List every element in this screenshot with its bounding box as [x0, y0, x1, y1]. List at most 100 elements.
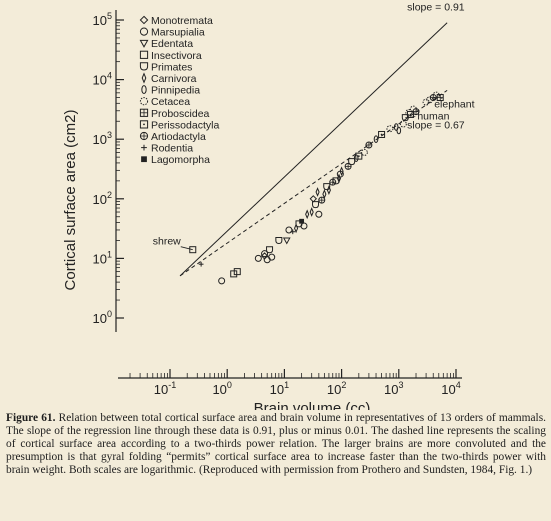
data-point — [309, 195, 318, 203]
data-point — [263, 256, 271, 264]
data-point — [282, 237, 291, 245]
annotation-label: human — [417, 111, 449, 123]
legend-marker — [139, 62, 149, 71]
data-point — [360, 148, 368, 156]
data-point — [295, 220, 303, 228]
figure-caption: Figure 61. Relation between total cortic… — [6, 412, 546, 477]
legend-marker — [141, 72, 147, 84]
legend-label: Carnivora — [151, 73, 197, 85]
regression-lines: slope = 0.91 slope = 0.67 — [179, 2, 465, 277]
legend-label: Proboscidea — [151, 108, 210, 120]
data-point — [305, 209, 310, 220]
data-point — [378, 130, 386, 138]
legend-marker — [139, 108, 149, 117]
annotation-leader — [180, 246, 193, 251]
legend-label: Insectivora — [151, 50, 202, 62]
legend-label: Pinnipedia — [151, 85, 200, 97]
legend-marker — [141, 144, 147, 151]
data-point — [399, 120, 407, 128]
legend-marker — [141, 156, 147, 163]
legend-label: Perissodactyla — [151, 119, 219, 131]
data-point — [396, 126, 402, 135]
annotation-leader — [440, 97, 443, 99]
legend-label: Edentata — [151, 38, 193, 50]
data-point — [268, 253, 276, 261]
x-tick-label: 104 — [441, 380, 460, 397]
y-tick-label: 102 — [93, 190, 112, 207]
data-point — [365, 141, 373, 149]
x-tick-label: 102 — [327, 380, 346, 397]
legend-marker — [141, 85, 147, 95]
data-point — [309, 207, 314, 217]
data-point — [198, 261, 204, 267]
y-tick-label: 105 — [93, 11, 112, 28]
legend-label: Cetacea — [151, 96, 190, 108]
data-point — [412, 108, 420, 116]
legend-label: Artiodactyla — [151, 131, 206, 143]
y-tick-label: 104 — [93, 71, 112, 88]
legend-label: Primates — [151, 61, 192, 73]
data-point — [189, 246, 197, 254]
data-point — [432, 91, 440, 99]
data-point — [233, 268, 241, 276]
data-point — [355, 152, 363, 160]
legend-marker — [139, 27, 149, 36]
legend-marker — [139, 97, 149, 106]
data-point — [405, 109, 413, 117]
annotation-leader — [405, 116, 416, 119]
data-point — [315, 187, 320, 197]
data-point — [266, 246, 274, 254]
data-point — [290, 229, 296, 235]
x-tick-label: 10-1 — [154, 380, 176, 397]
line-label: slope = 0.67 — [407, 119, 465, 131]
data-point — [401, 114, 409, 122]
legend-label: Monotremata — [151, 15, 213, 27]
line-label: slope = 0.91 — [407, 2, 465, 14]
dashed-line — [179, 89, 448, 277]
regression-line — [179, 22, 448, 277]
data-point — [312, 201, 320, 209]
legend: MonotremataMarsupialiaEdentataInsectivor… — [139, 15, 219, 166]
data-point — [285, 226, 293, 234]
legend-marker — [139, 120, 149, 129]
legend-marker — [139, 50, 149, 59]
legend-label: Rodentia — [151, 143, 193, 155]
figure-caption-label: Figure 61. — [6, 412, 56, 424]
legend-label: Lagomorpha — [151, 154, 210, 166]
legend-marker — [139, 15, 149, 25]
data-point — [315, 210, 323, 218]
x-tick-label: 100 — [212, 380, 231, 397]
y-tick-label: 101 — [93, 249, 112, 266]
axis-ticks: 100 101 102 103 104 105 10-1 100 101 102 103 104 — [93, 11, 461, 397]
legend-marker — [139, 131, 149, 141]
data-point — [294, 223, 299, 234]
figure-caption-text: Relation between total cortical surface … — [6, 412, 546, 476]
scatter-plot: 100 101 102 103 104 105 10-1 100 101 102 103 104 sl… — [62, 2, 475, 410]
data-point — [386, 125, 394, 133]
data-point — [344, 162, 352, 170]
data-point — [254, 254, 262, 262]
data-point — [348, 158, 356, 166]
plot-frame — [115, 10, 462, 379]
data-point — [261, 250, 269, 258]
data-point — [318, 196, 326, 204]
data-point — [326, 185, 331, 195]
data-point — [422, 98, 430, 106]
data-point — [275, 236, 283, 244]
x-tick-label: 101 — [270, 380, 289, 397]
annotation-label: elephant — [434, 99, 474, 111]
data-point — [300, 222, 308, 230]
data-point — [218, 277, 226, 285]
data-points — [189, 91, 444, 285]
data-point — [322, 189, 327, 199]
legend-label: Marsupialia — [151, 27, 205, 39]
x-axis-label: Brain volume (cc) — [254, 400, 371, 410]
data-point — [373, 135, 379, 143]
y-tick-label: 103 — [93, 130, 112, 147]
data-point — [299, 218, 305, 224]
x-tick-label: 103 — [384, 380, 403, 397]
legend-marker — [139, 39, 149, 48]
annotation-label: shrew — [153, 236, 181, 248]
data-point — [230, 270, 238, 278]
